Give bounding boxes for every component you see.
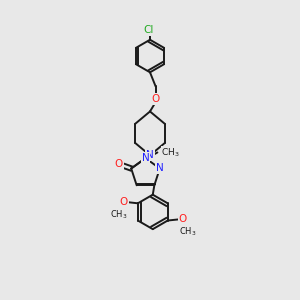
Text: Cl: Cl	[143, 25, 154, 35]
Text: CH$_3$: CH$_3$	[179, 225, 196, 238]
Text: N: N	[146, 150, 154, 160]
Text: CH$_3$: CH$_3$	[161, 146, 180, 159]
Text: O: O	[152, 94, 160, 104]
Text: O: O	[120, 197, 128, 207]
Text: O: O	[115, 159, 123, 169]
Text: O: O	[178, 214, 187, 224]
Text: CH$_3$: CH$_3$	[110, 208, 128, 220]
Text: N: N	[156, 164, 164, 173]
Text: N: N	[142, 153, 149, 163]
